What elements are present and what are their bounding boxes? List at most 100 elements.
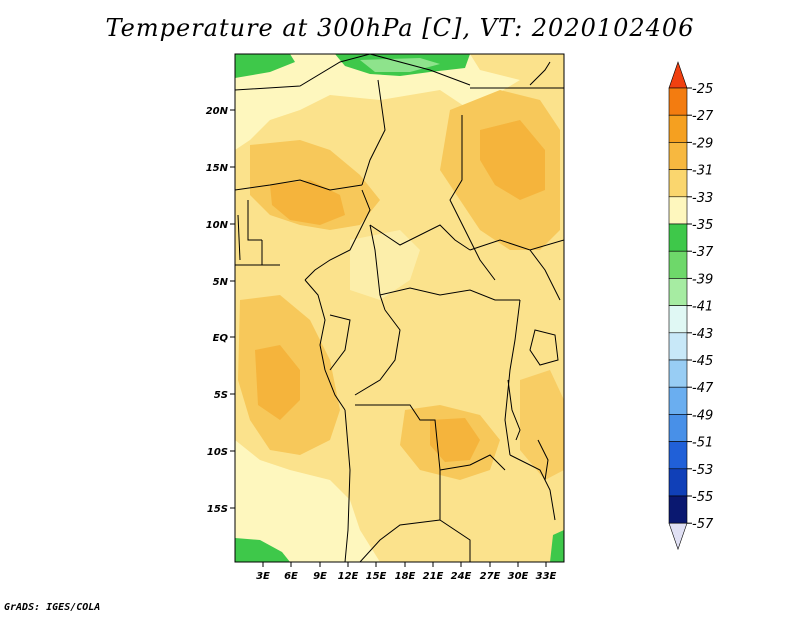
colorbar-box	[668, 278, 688, 306]
field-pale-south	[235, 440, 380, 562]
border-coast-angola	[324, 369, 346, 411]
colorbar-label: -33	[692, 191, 713, 206]
colorbar-box	[668, 250, 688, 279]
map-frame	[234, 53, 565, 563]
border-ghana	[237, 214, 241, 261]
border-red-sea	[529, 61, 551, 86]
field-pale-center	[350, 230, 420, 300]
border-car-drc	[379, 287, 520, 301]
colorbar-label: -27	[692, 109, 714, 124]
lat-label-5s: 5S	[214, 390, 228, 401]
grads-credit: GrADS: IGES/COLA	[4, 602, 101, 613]
lon-label-6e: 6E	[284, 571, 298, 582]
lon-label-21e: 21E	[423, 571, 444, 582]
field-lightgreen-north	[360, 58, 440, 72]
border-drc-zambia	[439, 454, 506, 471]
border-lake-tanganyika	[507, 379, 521, 441]
colorbar-box	[668, 114, 688, 143]
field-pale-north	[235, 54, 520, 150]
lon-axis: 3E 6E 9E 12E 15E 18E 21E 24E 27E 30E 33E	[256, 562, 557, 582]
colorbar-label: -57	[692, 517, 714, 532]
border-niger-chad	[361, 79, 386, 186]
colorbar-label: -29	[692, 136, 713, 151]
field-green-nw	[235, 54, 295, 78]
chart-title: Temperature at 300hPa [C], VT: 202010240…	[105, 14, 695, 42]
colorbar-box	[668, 386, 688, 415]
colorbar-boxes	[668, 61, 688, 551]
lat-label-5n: 5N	[213, 277, 229, 288]
colorbar-box	[668, 223, 688, 252]
border-drc-angola	[355, 404, 441, 471]
lat-label-eq: EQ	[213, 333, 229, 344]
lon-label-24e: 24E	[451, 571, 472, 582]
field-green-sw	[235, 538, 290, 562]
colorbar-box	[668, 495, 688, 524]
lon-label-12e: 12E	[338, 571, 359, 582]
colorbar-box	[668, 305, 688, 334]
colorbar-labels: -25 -27 -29 -31 -33 -35 -37 -39 -41 -43 -45 -47 -49 -…	[687, 82, 714, 532]
colorbar-label: -35	[692, 218, 713, 233]
colorbar-label: -51	[692, 436, 713, 451]
colorbar-box	[668, 441, 688, 470]
colorbar-label: -41	[692, 300, 713, 315]
border-angola-zambia	[439, 470, 471, 562]
field-orange-3	[255, 345, 300, 420]
border-congo-gabon	[329, 314, 351, 371]
lon-label-18e: 18E	[395, 571, 416, 582]
colorbar-box	[668, 142, 688, 170]
border-libya-chad	[369, 54, 471, 86]
colorbar-label: -55	[692, 490, 713, 505]
colorbar-label: -53	[692, 463, 713, 478]
lon-label-3e: 3E	[256, 571, 270, 582]
border-benin-togo	[247, 200, 262, 241]
colorbar-box	[668, 414, 688, 442]
colorbar-label: -47	[692, 381, 714, 396]
temperature-field	[235, 54, 564, 562]
border-nigeria-cameroon	[304, 189, 371, 281]
border-sudan-south	[469, 239, 564, 251]
colorbar-box	[668, 87, 688, 116]
lat-label-15s: 15S	[207, 504, 228, 515]
field-green-se	[550, 530, 564, 562]
lat-label-10s: 10S	[207, 447, 228, 458]
colorbar-triangle-bottom	[668, 522, 688, 551]
border-east-lakes	[504, 299, 521, 456]
border-niger-algeria	[235, 54, 371, 91]
colorbar-label: -25	[692, 82, 713, 97]
field-orange-4	[430, 418, 480, 462]
border-ethiopia	[529, 249, 561, 301]
colorbar-box	[668, 196, 688, 225]
border-chad-sudan-east	[449, 115, 496, 281]
border-lake-malawi	[537, 439, 549, 481]
border-coast-gulf	[304, 279, 326, 371]
border-cameroon-car	[369, 224, 386, 311]
colorbar-label: -49	[692, 408, 713, 423]
border-congo-drc	[354, 309, 401, 396]
field-orange-1	[270, 180, 345, 225]
border-nigeria-niger	[235, 179, 363, 191]
colorbar-label: -31	[692, 164, 713, 179]
field-mid-east	[520, 370, 564, 480]
colorbar-box	[668, 359, 688, 388]
lon-label-9e: 9E	[313, 571, 327, 582]
lat-label-10n: 10N	[206, 220, 229, 231]
lon-label-30e: 30E	[508, 571, 529, 582]
lat-label-15n: 15N	[206, 163, 229, 174]
border-south-b	[359, 519, 441, 562]
lat-label-20n: 20N	[206, 106, 229, 117]
lon-label-27e: 27E	[480, 571, 501, 582]
border-south-a	[344, 409, 351, 562]
border-lake-victoria	[529, 329, 559, 366]
colorbar-label: -45	[692, 354, 713, 369]
colorbar-label: -43	[692, 327, 713, 342]
colorbar-label: -37	[692, 245, 714, 260]
colorbar-box	[668, 468, 688, 497]
colorbar-box	[668, 169, 688, 198]
colorbar-triangle-top	[668, 61, 688, 89]
lat-axis: 20N 15N 10N 5N EQ 5S 10S 15S	[206, 106, 235, 515]
colorbar-label: -39	[692, 272, 713, 287]
colorbar-box	[668, 332, 688, 361]
field-orange-2	[480, 120, 545, 200]
